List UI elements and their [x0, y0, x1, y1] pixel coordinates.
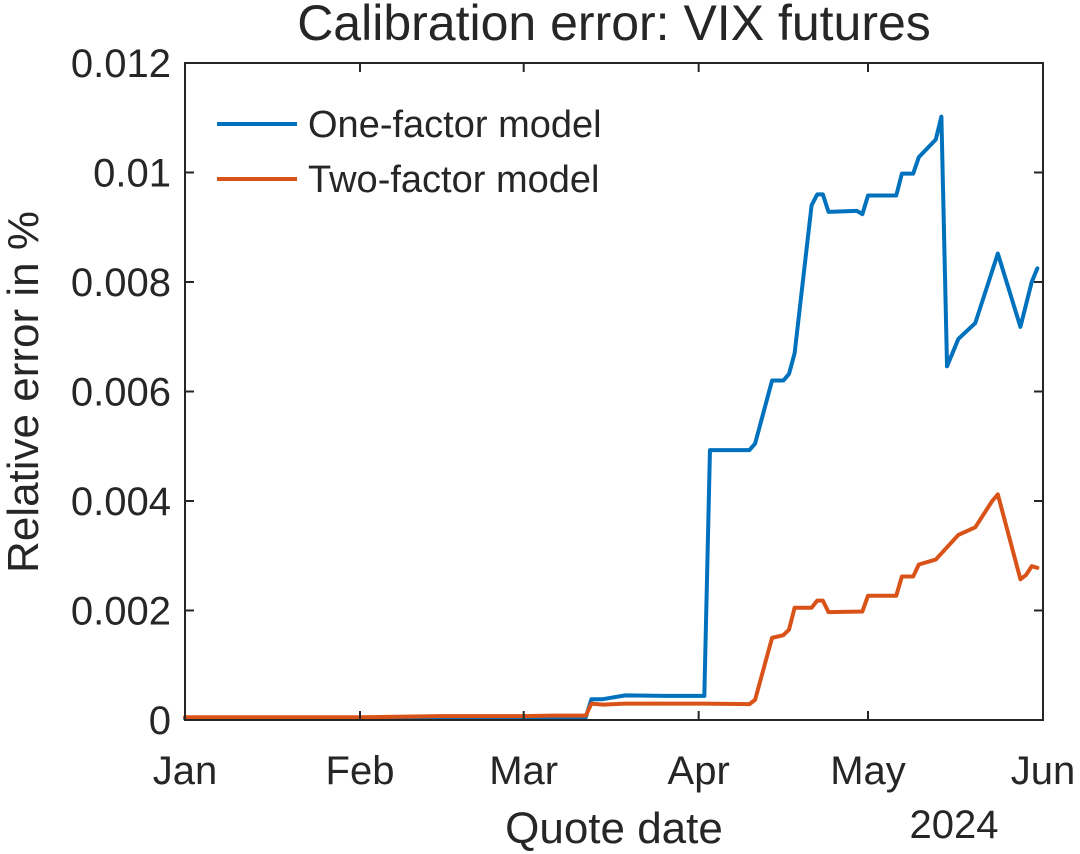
y-tick-label: 0.002 — [71, 590, 171, 634]
y-tick-label: 0.012 — [71, 42, 171, 86]
y-axis: 0 0.002 0.004 0.006 0.008 0.01 0.012 — [71, 42, 1043, 743]
x-tick-label: Feb — [326, 749, 395, 793]
x-tick-label: Mar — [489, 749, 558, 793]
y-axis-label: Relative error in % — [0, 211, 48, 573]
x-tick-label: Jun — [1011, 749, 1076, 793]
x-axis: Jan Feb Mar Apr May Jun — [153, 63, 1076, 793]
x-axis-label: Quote date — [505, 804, 723, 853]
series-line-1 — [183, 114, 1040, 721]
x-tick-label: Jan — [153, 749, 218, 793]
y-tick-label: 0.01 — [93, 152, 171, 196]
chart-title: Calibration error: VIX futures — [297, 0, 931, 51]
x-axis-year-label: 2024 — [910, 803, 999, 847]
series-line-2 — [183, 492, 1040, 720]
y-tick-label: 0 — [149, 699, 171, 743]
legend: One-factor model Two-factor model — [217, 104, 602, 201]
legend-label-2: Two-factor model — [308, 159, 599, 201]
x-tick-label: Apr — [668, 749, 730, 793]
y-tick-label: 0.006 — [71, 371, 171, 415]
y-tick-label: 0.004 — [71, 480, 171, 524]
y-tick-label: 0.008 — [71, 261, 171, 305]
x-tick-label: May — [830, 749, 906, 793]
legend-label-1: One-factor model — [308, 104, 602, 146]
plot-lines — [183, 114, 1040, 721]
